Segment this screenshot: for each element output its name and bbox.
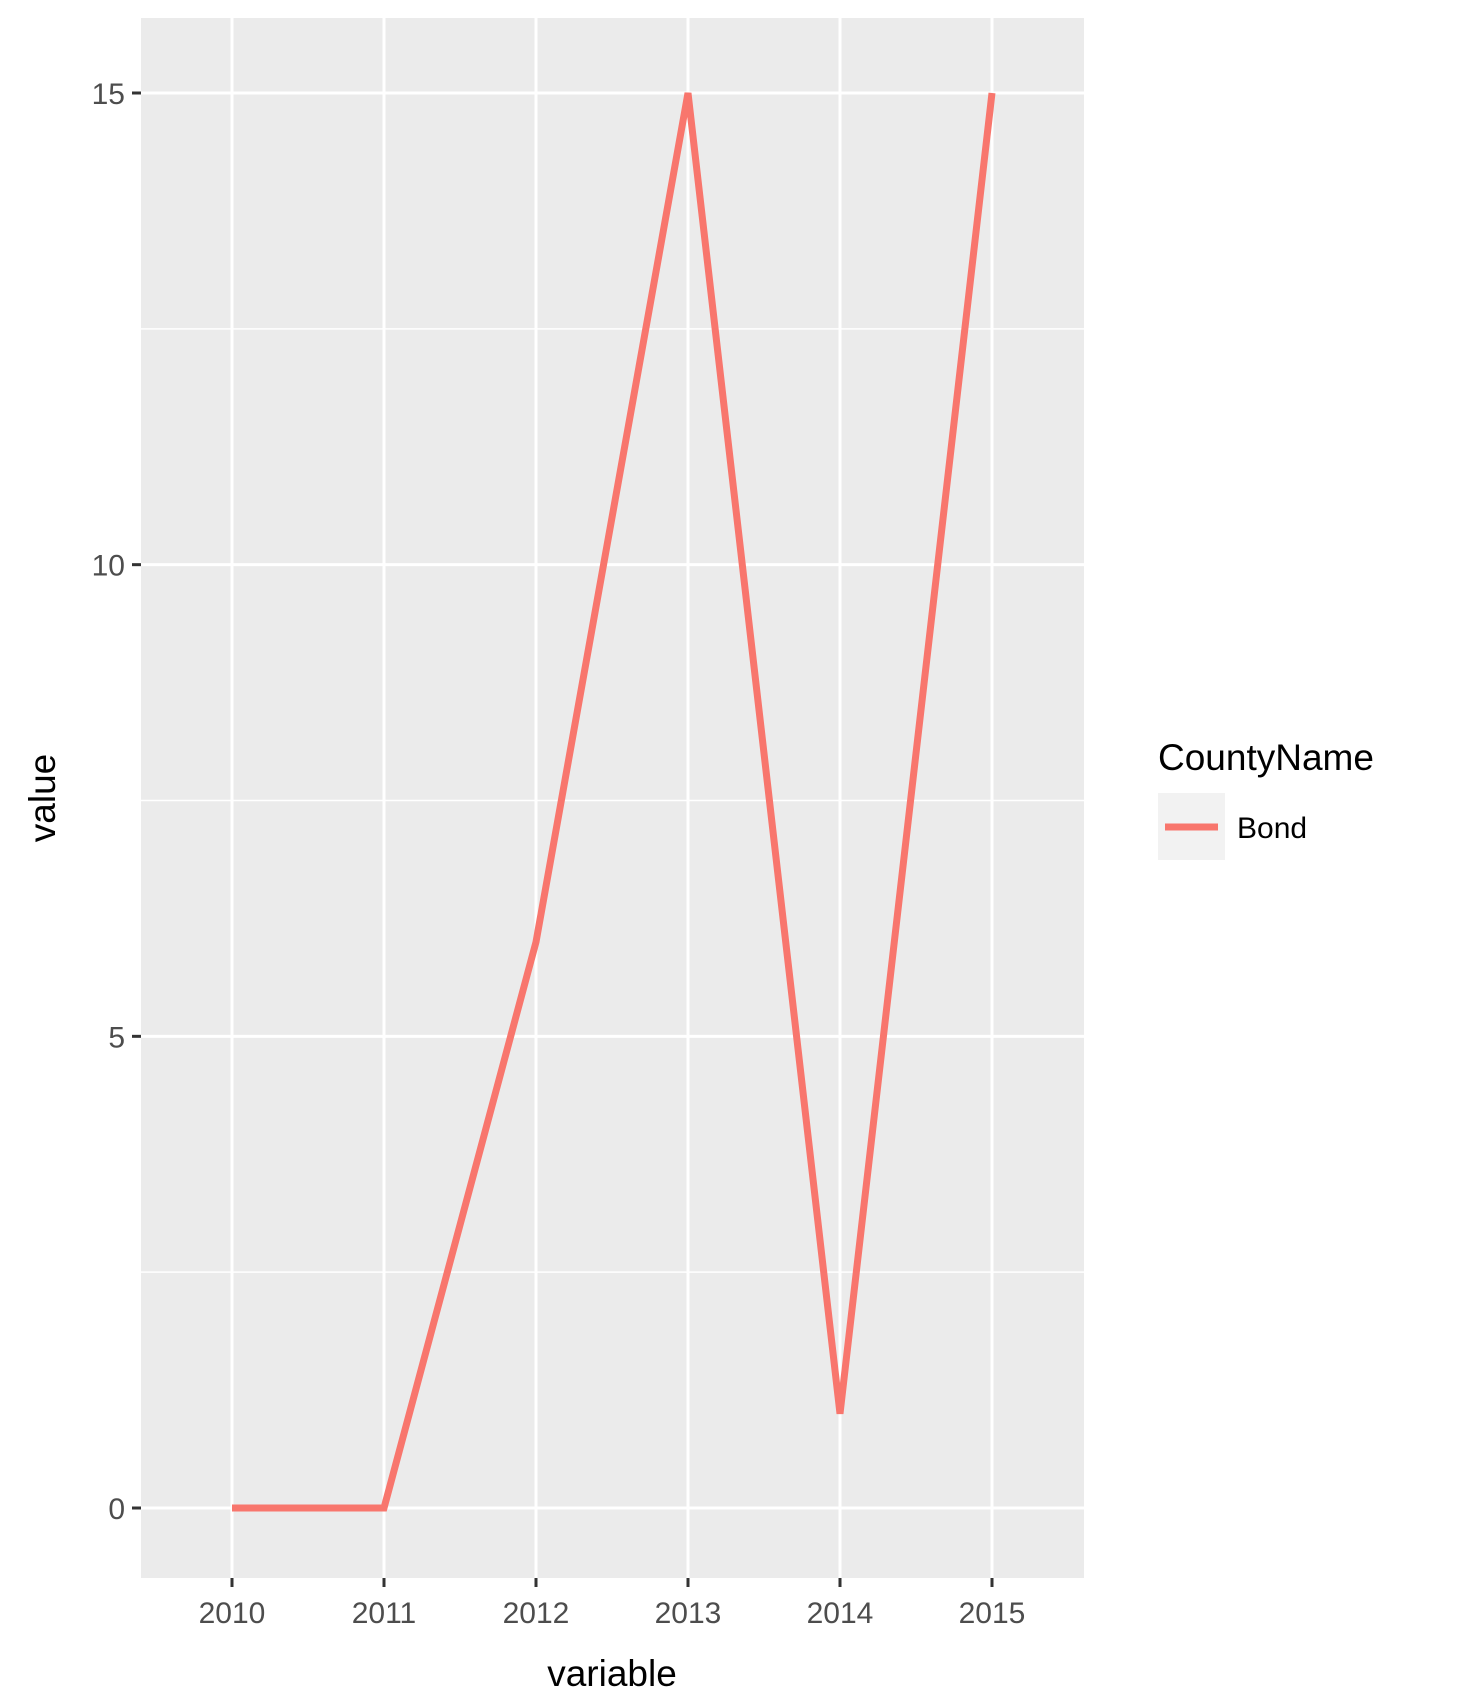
y-axis: 0 5 10 15	[92, 78, 141, 1526]
y-tick-label: 10	[92, 550, 125, 583]
y-tick-label: 15	[92, 78, 125, 111]
series-line-bond	[232, 92, 996, 1512]
x-axis-title: variable	[547, 1653, 677, 1694]
legend-label: Bond	[1237, 812, 1307, 845]
x-tick-label: 2012	[503, 1597, 570, 1630]
legend: CountyName Bond	[1158, 737, 1374, 860]
x-tick-label: 2015	[959, 1597, 1026, 1630]
x-tick-label: 2010	[199, 1597, 266, 1630]
y-tick-label: 5	[108, 1021, 125, 1054]
series-layer	[232, 92, 996, 1512]
major-gridlines	[141, 18, 1084, 1578]
x-tick-label: 2013	[655, 1597, 722, 1630]
y-tick-label: 0	[108, 1493, 125, 1526]
legend-title: CountyName	[1158, 737, 1374, 778]
x-tick-label: 2011	[352, 1597, 417, 1630]
x-tick-label: 2014	[807, 1597, 874, 1630]
minor-gridlines	[141, 328, 1084, 1273]
plot-panel	[141, 18, 1084, 1578]
y-axis-title: value	[22, 754, 63, 842]
x-axis: 2010 2011 2012 2013 2014 2015	[199, 1578, 1026, 1630]
